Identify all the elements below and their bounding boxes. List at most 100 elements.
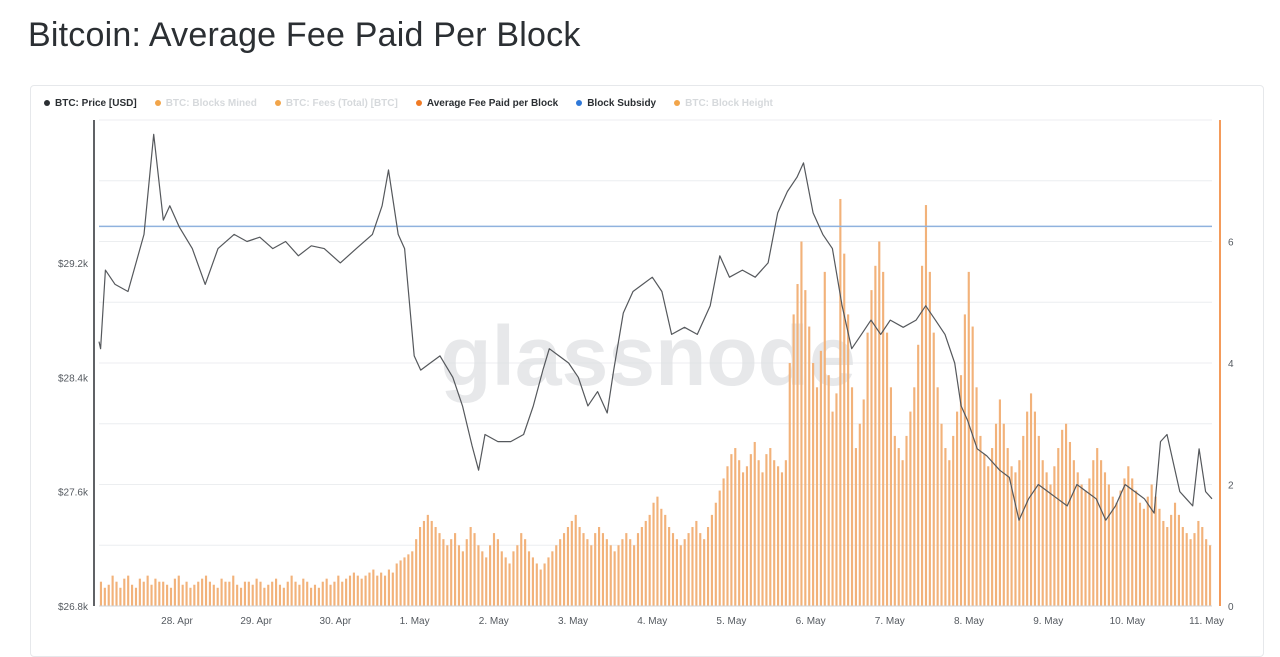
fee-bar [204,575,208,607]
fee-bar [991,448,994,606]
fee-bar [1127,466,1130,606]
y-right-tick-label: 4 [1228,359,1234,370]
fee-bar [181,584,184,606]
fee-bar [1154,496,1157,606]
fee-bar [1010,466,1013,606]
fee-bar [566,527,570,606]
fee-bar [1158,508,1161,606]
chart-legend: BTC: Price [USD] BTC: Blocks Mined BTC: Fe… [44,95,773,111]
fee-bar [897,448,900,606]
fee-bar [718,490,721,606]
fee-bar [275,578,278,606]
fee-bar [562,533,566,606]
legend-item-1[interactable]: BTC: Blocks Mined [154,98,257,109]
legend-item-3[interactable]: Average Fee Paid per Block [415,98,558,109]
fee-bar [520,533,523,606]
fee-bar [1037,435,1040,606]
fee-bar [166,584,169,606]
fee-bar [150,584,153,606]
fee-bar [224,581,227,606]
fee-bar [1146,496,1149,606]
fee-bar [699,533,702,606]
fee-bar [769,448,772,606]
fee-bar [1170,514,1173,607]
legend-item-5[interactable]: BTC: Block Height [674,98,773,109]
y-left-tick-label: $26.8k [58,602,89,613]
fee-bar [636,533,640,606]
fee-bar [625,533,628,606]
fee-bar [1029,393,1033,607]
x-tick-label: 7. May [875,616,905,627]
fee-bar [380,572,383,606]
legend-label: BTC: Price [USD] [55,97,137,109]
fee-bar [333,581,336,606]
fee-bar [633,545,636,606]
fee-bar [267,584,270,606]
legend-item-0[interactable]: BTC: Price [USD] [44,98,137,109]
fee-bar [827,375,830,606]
x-tick-label: 4. May [637,616,667,627]
fee-bar [127,575,130,607]
fee-bar [788,363,791,606]
fee-bar [594,533,597,606]
page-title: Bitcoin: Average Fee Paid Per Block [28,16,581,54]
fee-bar [208,581,211,606]
fee-bar [605,539,608,606]
fee-bar [714,502,717,606]
fee-bar [1123,478,1126,606]
fee-bar [1100,460,1103,606]
fee-bar [185,581,188,606]
fee-bar [812,363,815,606]
fee-bar [1193,533,1196,606]
fee-bar [407,554,410,606]
fee-bar [99,581,103,606]
fee-bar [193,584,196,606]
fee-bar [162,581,165,606]
fee-bar [889,387,893,606]
fee-bar [524,539,527,606]
fee-bar [998,399,1001,606]
fee-bar [687,533,690,606]
fee-bar [1014,472,1017,606]
fee-bar [504,557,507,606]
fee-bar [415,539,418,606]
y-left-tick-label: $28.4k [58,373,89,384]
fee-bar [570,520,573,606]
fee-bar [197,581,200,606]
fee-bar [302,578,305,606]
fee-bar [321,581,324,606]
fee-bar [706,527,710,606]
fee-bar [395,563,398,606]
fee-bar [1150,484,1153,606]
fee-bar [738,460,741,606]
fee-bar [1080,484,1083,606]
fee-bar [559,539,562,606]
fee-bar [847,314,850,606]
fee-bar [341,581,344,606]
fee-bar [656,496,659,606]
fee-bar [1084,490,1087,606]
x-tick-label: 30. Apr [320,616,352,627]
fee-bar [119,587,122,606]
fee-bar [177,575,180,607]
fee-bar [383,575,387,607]
fee-bar [959,375,963,606]
fee-bar [917,344,920,606]
fee-bar [948,460,951,606]
fee-bar [399,560,402,606]
fee-bar [675,539,678,606]
legend-item-4[interactable]: Block Subsidy [576,98,656,109]
fee-bar [173,578,176,606]
fee-bar [158,581,161,606]
fee-bar [928,271,931,607]
x-tick-label: 1. May [400,616,430,627]
fee-bar [621,539,624,606]
fee-bars [99,198,1212,607]
fee-bar [1049,484,1052,606]
fee-bar [944,448,947,606]
fee-bar [800,241,803,606]
fee-bar [154,578,157,606]
legend-item-2[interactable]: BTC: Fees (Total) [BTC] [274,98,398,109]
fee-bar [590,545,593,606]
fee-bar [247,581,250,606]
